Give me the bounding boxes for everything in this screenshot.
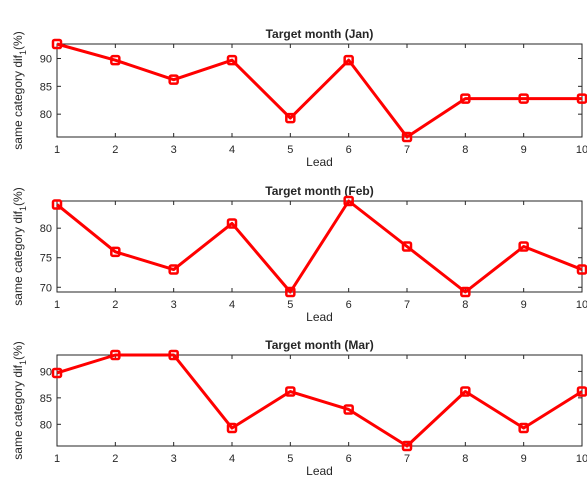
data-point — [576, 386, 587, 397]
x-tick-label: 10 — [576, 453, 587, 465]
series-line — [56, 42, 582, 139]
data-point — [401, 241, 413, 252]
data-point — [51, 199, 63, 210]
y-tick-label: 80 — [40, 109, 52, 121]
data-point — [226, 422, 238, 434]
data-point — [460, 386, 471, 397]
x-tick-label: 9 — [521, 453, 527, 465]
data-point — [226, 218, 238, 229]
data-point — [285, 386, 296, 397]
x-tick-label: 10 — [576, 144, 587, 156]
data-point — [518, 93, 529, 104]
x-tick-label: 6 — [346, 453, 352, 465]
x-tick-label: 3 — [171, 299, 177, 311]
data-point — [110, 54, 121, 66]
y-axis-title: same category dif1(%) — [11, 187, 28, 305]
x-tick-label: 3 — [171, 453, 177, 465]
y-tick-label: 90 — [40, 366, 52, 378]
data-point — [110, 246, 121, 258]
x-axis-title: Lead — [306, 155, 333, 169]
data-point — [401, 131, 413, 143]
x-axis-title: Lead — [306, 310, 333, 324]
y-tick-label: 85 — [40, 81, 52, 93]
y-tick-label: 70 — [40, 282, 52, 294]
data-point — [518, 241, 529, 252]
x-tick-label: 8 — [462, 299, 468, 311]
x-tick-label: 1 — [54, 299, 60, 311]
x-tick-label: 9 — [521, 144, 527, 156]
data-point — [51, 367, 63, 379]
y-tick-label: 90 — [40, 53, 52, 65]
data-point — [518, 422, 529, 434]
data-point — [168, 264, 179, 275]
y-tick-label: 85 — [40, 393, 52, 405]
x-tick-label: 8 — [462, 144, 468, 156]
y-axis-title: same category dif1(%) — [11, 31, 28, 149]
x-tick-label: 2 — [112, 453, 118, 465]
chart-panel: 1 2 3 4 5 6 7 8 9 10 70 75 80 Lead same category dif1(… — [11, 184, 587, 324]
data-point — [285, 112, 296, 124]
y-tick-label: 80 — [40, 419, 52, 431]
data-point — [343, 54, 354, 66]
chart-title: Target month (Jan) — [266, 27, 374, 41]
y-tick-label: 80 — [40, 223, 52, 235]
chart-panel: 1 2 3 4 5 6 7 8 9 10 80 85 90 Lead same category dif1(… — [11, 27, 587, 169]
x-tick-label: 1 — [54, 144, 60, 156]
chart-title: Target month (Mar) — [265, 338, 373, 352]
x-tick-label: 7 — [404, 453, 410, 465]
data-point — [285, 286, 296, 298]
x-tick-label: 5 — [287, 453, 293, 465]
data-point — [576, 93, 587, 104]
data-point — [51, 38, 63, 50]
data-point — [168, 349, 179, 361]
series-line — [56, 199, 583, 294]
data-point — [343, 404, 354, 415]
data-point — [576, 264, 587, 275]
y-axis-title: same category dif1(%) — [11, 341, 28, 459]
chart-title: Target month (Feb) — [265, 184, 373, 198]
data-point — [343, 195, 354, 207]
data-point — [401, 440, 413, 452]
y-tick-label: 75 — [40, 253, 52, 265]
x-tick-label: 8 — [462, 453, 468, 465]
x-tick-label: 3 — [171, 144, 177, 156]
chart-panel: 1 2 3 4 5 6 7 8 9 10 80 85 90 Lead same category dif1(… — [11, 338, 587, 478]
data-point — [168, 74, 179, 85]
x-axis-title: Lead — [306, 464, 333, 478]
x-tick-label: 4 — [229, 144, 235, 156]
x-tick-label: 5 — [287, 144, 293, 156]
data-point — [110, 349, 121, 361]
x-tick-label: 2 — [112, 299, 118, 311]
x-tick-label: 7 — [404, 299, 410, 311]
data-point — [226, 54, 238, 66]
x-tick-label: 5 — [287, 299, 293, 311]
x-tick-label: 6 — [346, 144, 352, 156]
data-point — [460, 93, 471, 104]
x-tick-label: 2 — [112, 144, 118, 156]
data-point — [460, 286, 471, 298]
x-tick-label: 7 — [404, 144, 410, 156]
x-tick-label: 4 — [229, 453, 235, 465]
x-tick-label: 9 — [521, 299, 527, 311]
series-line — [56, 353, 583, 448]
x-tick-label: 1 — [54, 453, 60, 465]
x-tick-label: 4 — [229, 299, 235, 311]
x-tick-label: 6 — [346, 299, 352, 311]
x-tick-label: 10 — [576, 299, 587, 311]
